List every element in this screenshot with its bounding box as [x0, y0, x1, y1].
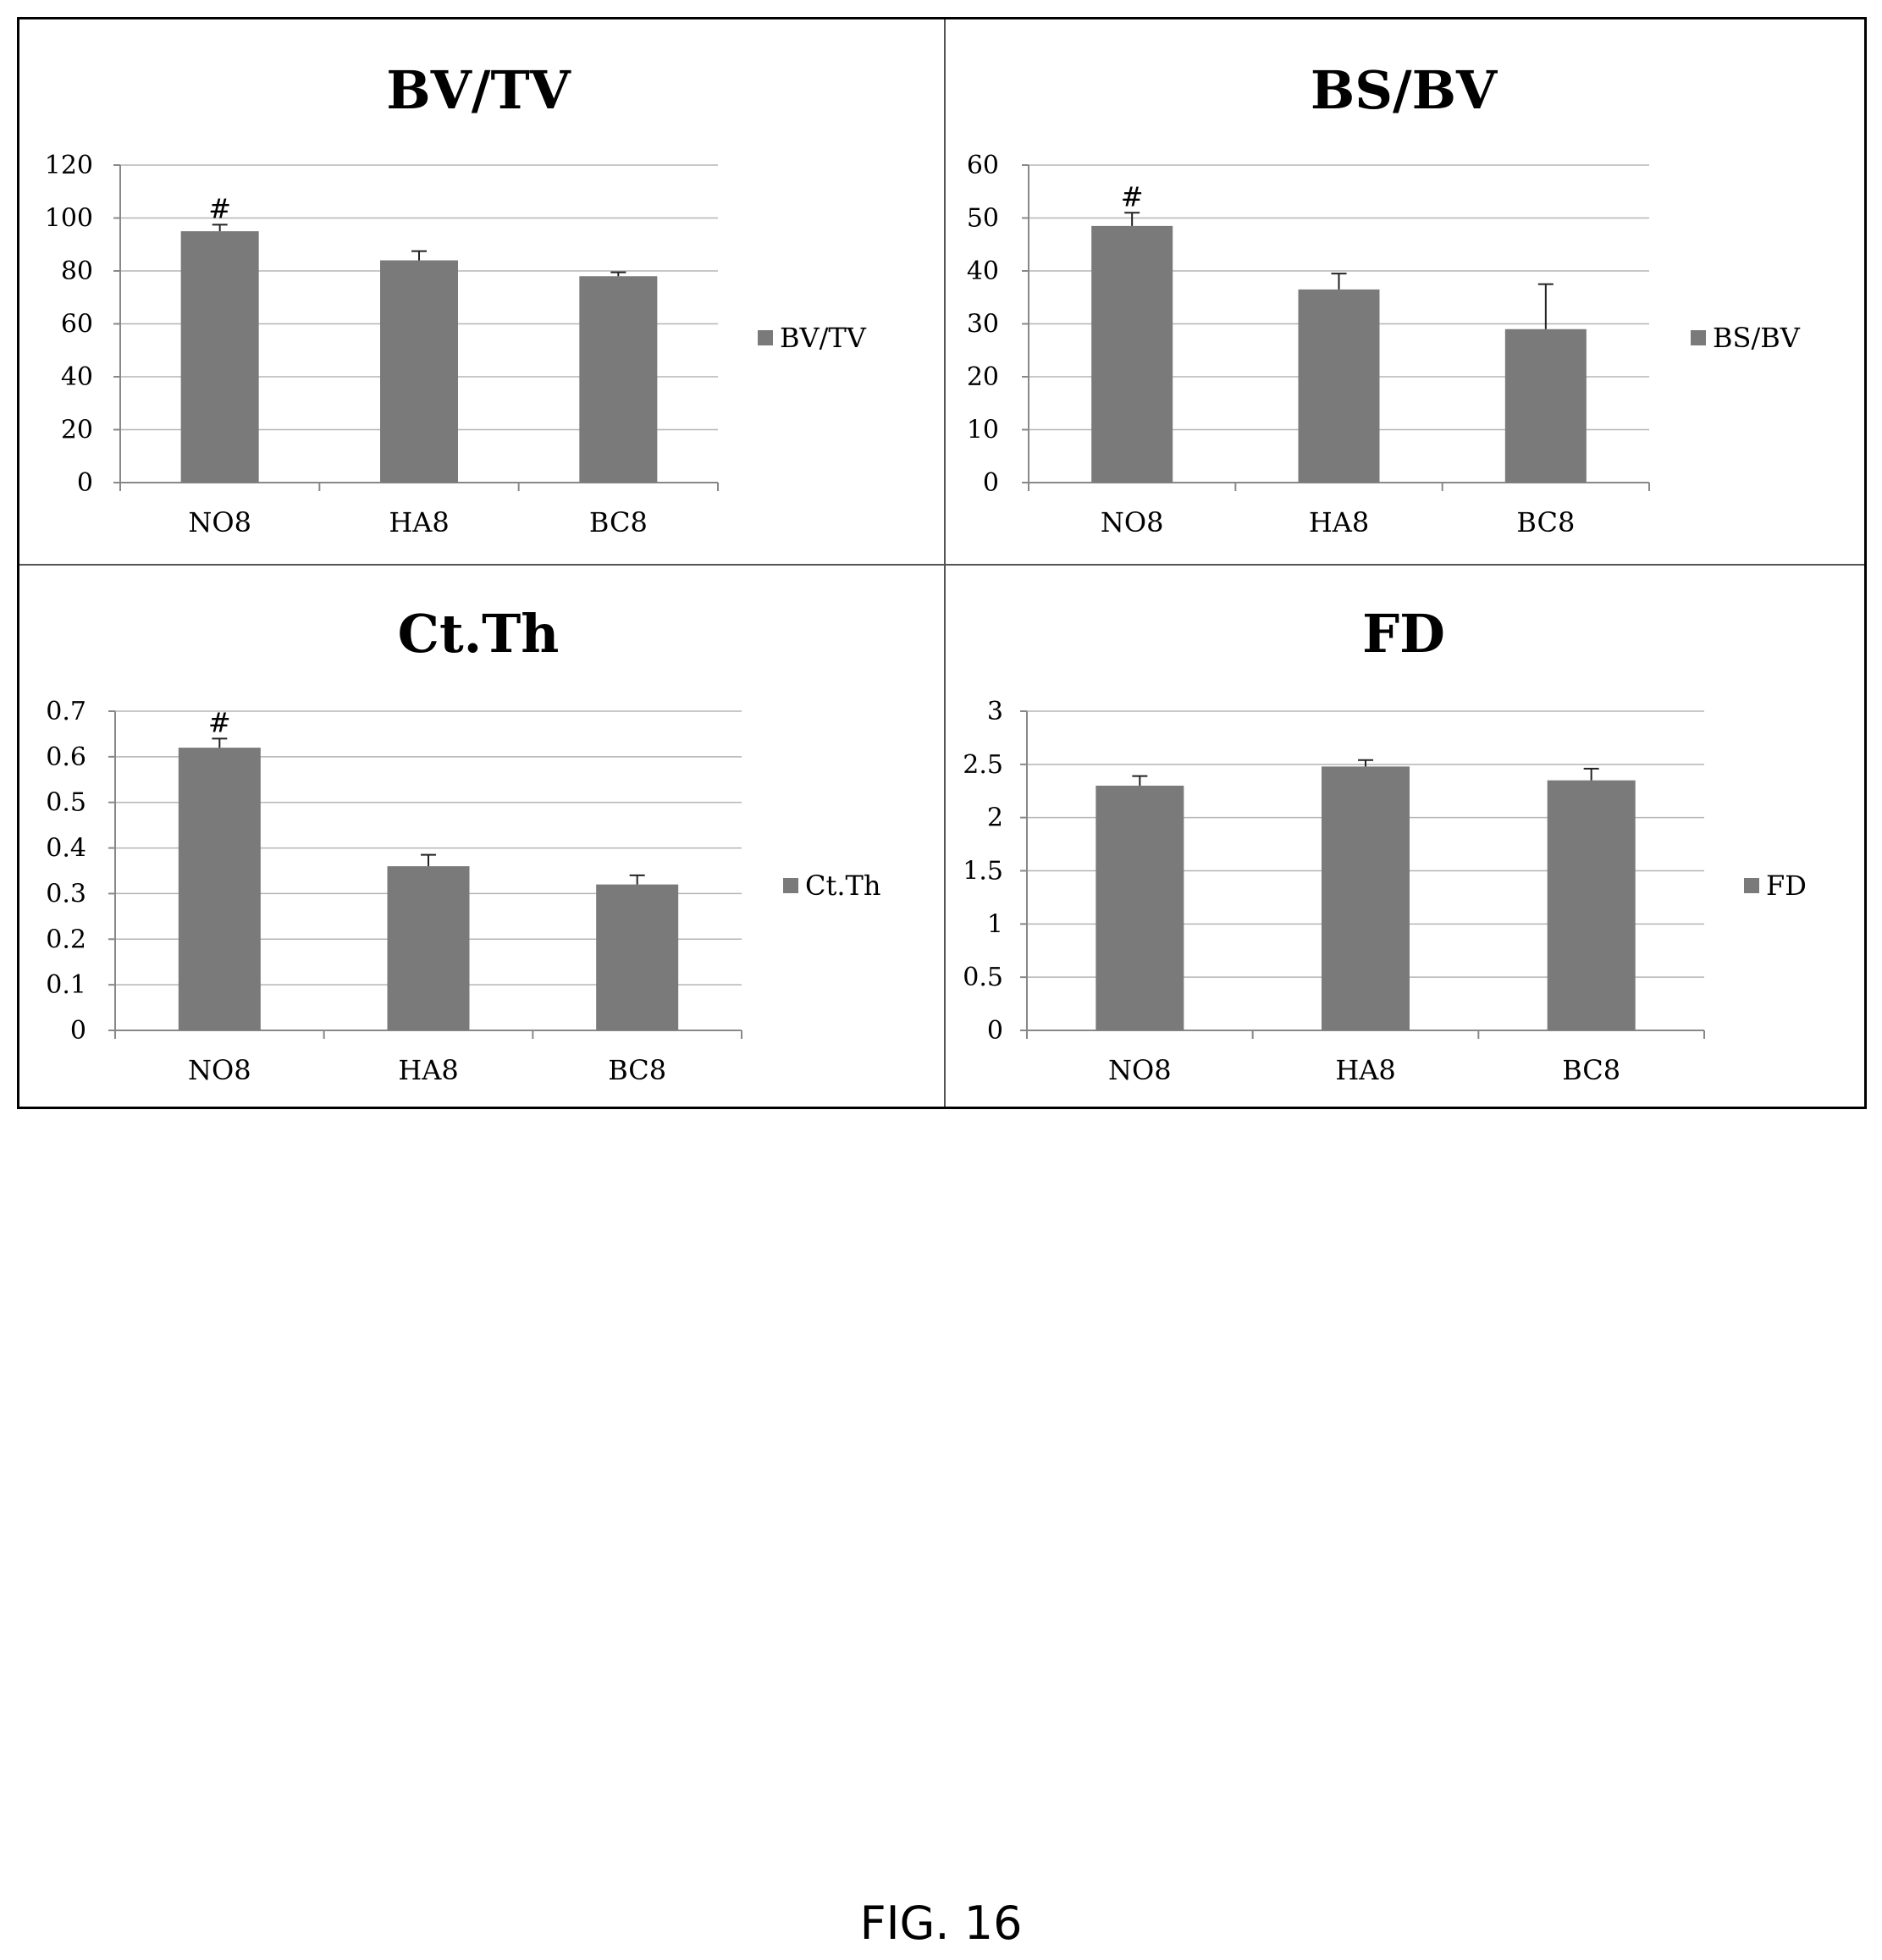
x-tick-label: BC8 — [1562, 1054, 1620, 1086]
y-tick-label: 0 — [77, 468, 93, 498]
panel-divider-vertical — [944, 19, 946, 1107]
x-tick-label: NO8 — [1108, 1054, 1172, 1086]
bar — [1504, 329, 1587, 483]
y-tick-label: 10 — [967, 416, 999, 445]
y-tick-label: 0.2 — [46, 925, 86, 954]
y-tick-label: 2 — [987, 803, 1003, 833]
bar — [178, 748, 261, 1030]
figure-caption: FIG. 16 — [859, 1897, 1023, 1950]
x-tick-label: HA8 — [389, 506, 449, 538]
bar — [1322, 766, 1410, 1030]
y-tick-label: 0.3 — [46, 879, 86, 908]
legend-label: BV/TV — [780, 322, 867, 354]
bar — [180, 231, 259, 483]
legend-label: BS/BV — [1713, 322, 1801, 354]
y-tick-label: 50 — [967, 204, 999, 234]
x-tick-label: NO8 — [1101, 506, 1164, 538]
chart-title: BV/TV — [386, 59, 571, 121]
legend-swatch — [1744, 878, 1759, 893]
y-tick-label: 30 — [967, 310, 999, 340]
y-tick-label: 0.7 — [46, 697, 86, 726]
chart-title: Ct.Th — [398, 603, 560, 665]
y-tick-label: 0 — [70, 1016, 86, 1046]
y-tick-label: 0 — [987, 1016, 1003, 1046]
y-tick-label: 0.5 — [963, 963, 1003, 992]
significance-marker: # — [208, 192, 231, 224]
y-tick-label: 20 — [61, 416, 93, 445]
y-tick-label: 20 — [967, 362, 999, 392]
y-tick-label: 40 — [967, 257, 999, 286]
bar — [1547, 780, 1636, 1030]
significance-marker: # — [1121, 180, 1144, 213]
chart-title: BS/BV — [1311, 59, 1498, 121]
legend-label: FD — [1766, 870, 1807, 902]
x-tick-label: BC8 — [608, 1054, 666, 1086]
y-tick-label: 1 — [987, 909, 1003, 939]
x-tick-label: BC8 — [1516, 506, 1575, 538]
y-tick-label: 0 — [983, 468, 999, 498]
bar — [1096, 785, 1184, 1030]
y-tick-label: 0.4 — [46, 834, 86, 864]
panel-divider-horizontal — [19, 564, 1864, 566]
y-tick-label: 3 — [987, 697, 1003, 726]
bar — [1091, 225, 1173, 483]
bar — [1298, 289, 1380, 483]
legend-swatch — [783, 878, 798, 893]
y-tick-label: 60 — [61, 310, 93, 340]
bar — [387, 866, 470, 1030]
x-tick-label: NO8 — [188, 1054, 251, 1086]
x-tick-label: NO8 — [188, 506, 251, 538]
bar — [579, 276, 658, 483]
y-tick-label: 40 — [61, 362, 93, 392]
x-tick-label: HA8 — [1335, 1054, 1395, 1086]
legend-swatch — [758, 330, 773, 345]
y-tick-label: 100 — [45, 204, 93, 234]
y-tick-label: 120 — [45, 151, 93, 180]
chart-title: FD — [1362, 603, 1445, 665]
x-tick-label: BC8 — [589, 506, 648, 538]
figure-frame — [17, 17, 1867, 1109]
y-tick-label: 0.5 — [46, 788, 86, 818]
x-tick-label: HA8 — [398, 1054, 458, 1086]
bar — [380, 260, 458, 483]
y-tick-label: 60 — [967, 151, 999, 180]
legend-swatch — [1691, 330, 1706, 345]
y-tick-label: 80 — [61, 257, 93, 286]
bar — [596, 884, 679, 1030]
y-tick-label: 1.5 — [963, 857, 1003, 886]
y-tick-label: 0.6 — [46, 743, 86, 772]
y-tick-label: 0.1 — [46, 970, 86, 1000]
x-tick-label: HA8 — [1309, 506, 1369, 538]
legend-label: Ct.Th — [805, 870, 880, 902]
significance-marker: # — [208, 706, 231, 738]
y-tick-label: 2.5 — [963, 750, 1003, 780]
